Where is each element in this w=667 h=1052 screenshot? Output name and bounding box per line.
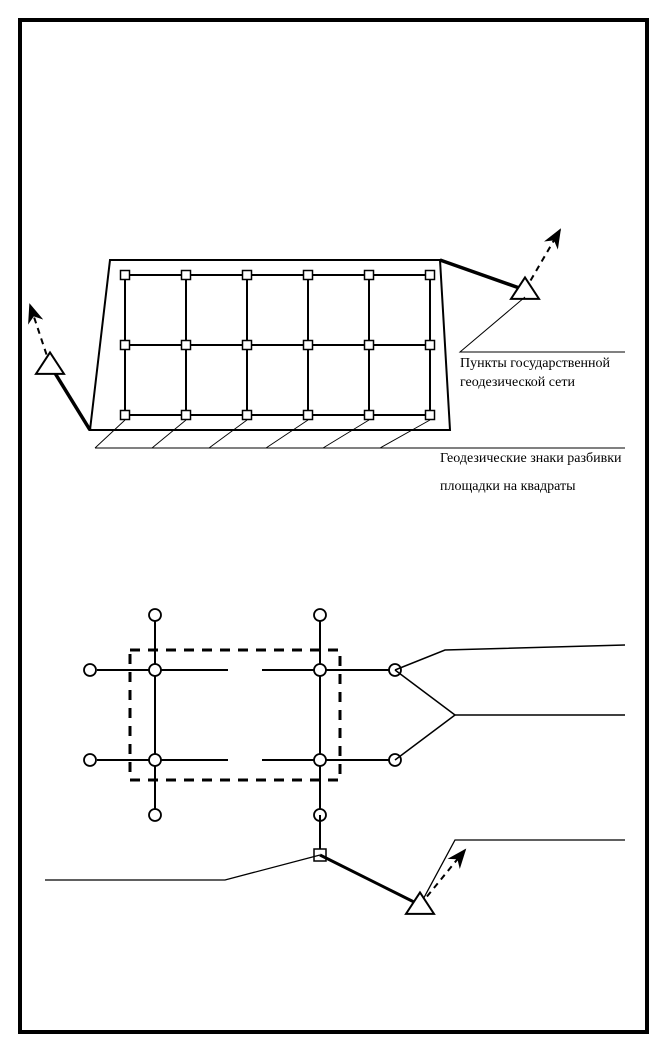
label-state-network-1: Пункты государственной	[460, 356, 611, 371]
triangle-marker-icon	[36, 352, 64, 373]
page: Пункты государственной геодезической сети…	[0, 0, 667, 1052]
figure-1: Пункты государственной геодезической сети…	[30, 230, 625, 494]
triangle-marker-icon	[406, 892, 434, 913]
figure-2	[45, 609, 625, 914]
label-grid-marks-2: площадки на квадраты	[440, 479, 576, 494]
label-state-network-2: геодезической сети	[460, 375, 576, 390]
label-grid-marks-1: Геодезические знаки разбивки	[440, 451, 622, 466]
diagram-canvas: Пункты государственной геодезической сети…	[0, 0, 667, 1052]
